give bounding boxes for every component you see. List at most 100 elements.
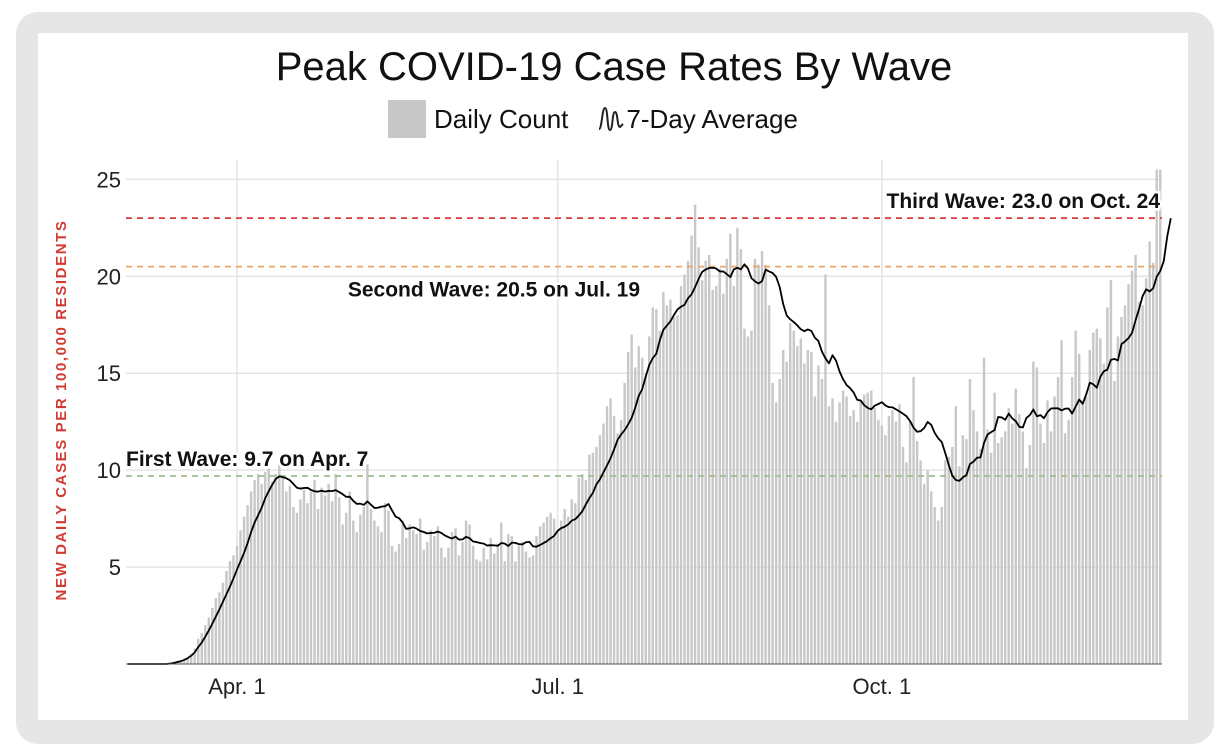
daily-count-bar (256, 474, 260, 664)
daily-count-bar (538, 526, 542, 664)
daily-count-bar (700, 280, 704, 664)
daily-count-bar (503, 561, 507, 664)
daily-count-bar (690, 235, 693, 664)
daily-count-bar (905, 462, 908, 664)
daily-count-bar (929, 491, 933, 664)
daily-count-bar (478, 561, 482, 664)
daily-count-bar (454, 528, 457, 664)
daily-count-bar (285, 491, 288, 664)
daily-count-bar (440, 547, 443, 664)
daily-count-bar (774, 402, 778, 664)
daily-count-bar (369, 508, 373, 664)
daily-count-bar (1021, 431, 1025, 664)
daily-count-bar (637, 346, 640, 664)
daily-count-bar (182, 660, 186, 664)
daily-count-bar (725, 258, 729, 664)
daily-count-bar (1120, 317, 1123, 664)
daily-count-bar (1067, 419, 1070, 664)
daily-count-bar (271, 481, 274, 664)
daily-count-bar (626, 351, 630, 664)
daily-count-bar (1060, 340, 1063, 664)
daily-count-bar (1102, 363, 1106, 664)
daily-count-bar (556, 530, 559, 664)
daily-count-bar (397, 543, 401, 664)
daily-count-bar (239, 530, 242, 664)
daily-count-bar (186, 658, 189, 664)
daily-count-bar (189, 654, 193, 664)
daily-count-bar (859, 400, 862, 664)
y-tick-label: 5 (109, 555, 121, 580)
daily-count-bar (760, 251, 764, 664)
daily-count-bar (972, 410, 975, 664)
daily-count-bar (1088, 349, 1091, 664)
y-axis-label: NEW DAILY CASES PER 100,000 RESIDENTS (53, 220, 70, 601)
daily-count-bar (753, 258, 757, 664)
daily-count-bar (986, 429, 989, 664)
daily-count-bar (1099, 338, 1102, 664)
daily-count-bar (715, 286, 718, 664)
daily-count-bar (535, 536, 538, 664)
daily-count-bar (309, 491, 313, 664)
daily-count-bar (669, 299, 672, 664)
daily-count-bar (179, 662, 182, 664)
daily-count-bar (824, 274, 827, 664)
daily-count-bar (415, 534, 418, 664)
daily-count-bar (390, 545, 394, 664)
y-tick-label: 10 (97, 458, 121, 483)
daily-count-bar (193, 648, 196, 664)
daily-count-bar (352, 520, 355, 664)
daily-count-bar (373, 520, 376, 664)
daily-count-bar (630, 334, 633, 664)
daily-count-bar (732, 286, 736, 664)
daily-count-bar (722, 293, 725, 664)
daily-count-bar (958, 466, 961, 664)
daily-count-bar (1025, 468, 1028, 664)
daily-count-bar (1039, 423, 1042, 664)
y-tick-label: 15 (97, 361, 121, 386)
daily-count-bar (743, 328, 746, 664)
daily-count-bar (894, 421, 898, 664)
daily-count-bar (433, 536, 436, 664)
daily-count-bar (330, 501, 334, 664)
daily-count-bar (831, 398, 834, 664)
daily-count-bar (1049, 431, 1053, 664)
daily-count-bar (316, 508, 320, 664)
daily-count-bar (295, 512, 299, 664)
daily-count-bar (1092, 332, 1095, 664)
daily-count-bar (1130, 270, 1134, 664)
daily-count-bar (552, 518, 556, 664)
daily-count-bar (736, 227, 739, 664)
daily-count-bar (274, 474, 277, 664)
daily-count-bar (996, 443, 1000, 664)
daily-count-bar (345, 512, 348, 664)
daily-count-bar (1134, 254, 1137, 664)
daily-count-bar (792, 330, 795, 664)
daily-count-bar (334, 474, 337, 664)
daily-count-bar (524, 551, 528, 664)
daily-count-bar (387, 510, 390, 664)
daily-count-bar (288, 485, 292, 664)
daily-count-bar (693, 204, 697, 665)
daily-count-bar (803, 363, 806, 664)
daily-count-bar (651, 307, 655, 664)
daily-count-bar (461, 541, 464, 664)
daily-count-bar (908, 421, 912, 664)
daily-count-bar (1159, 169, 1162, 664)
daily-count-bar (1070, 377, 1074, 664)
daily-count-bar (771, 382, 774, 664)
daily-count-bar (507, 534, 510, 664)
daily-count-bar (581, 474, 584, 664)
daily-count-bar (411, 530, 415, 664)
daily-count-bar (951, 446, 954, 664)
daily-count-bar (464, 520, 468, 664)
daily-count-bar (866, 392, 869, 664)
daily-count-bar (567, 516, 570, 664)
daily-count-bar (383, 503, 387, 664)
daily-count-bar (757, 264, 760, 664)
daily-count-bar (993, 392, 996, 664)
daily-count-bar (1095, 328, 1099, 664)
daily-count-bar (781, 349, 785, 664)
chart-legend: Daily Count 7-Day Average (388, 100, 798, 138)
daily-count-bar (704, 260, 707, 664)
